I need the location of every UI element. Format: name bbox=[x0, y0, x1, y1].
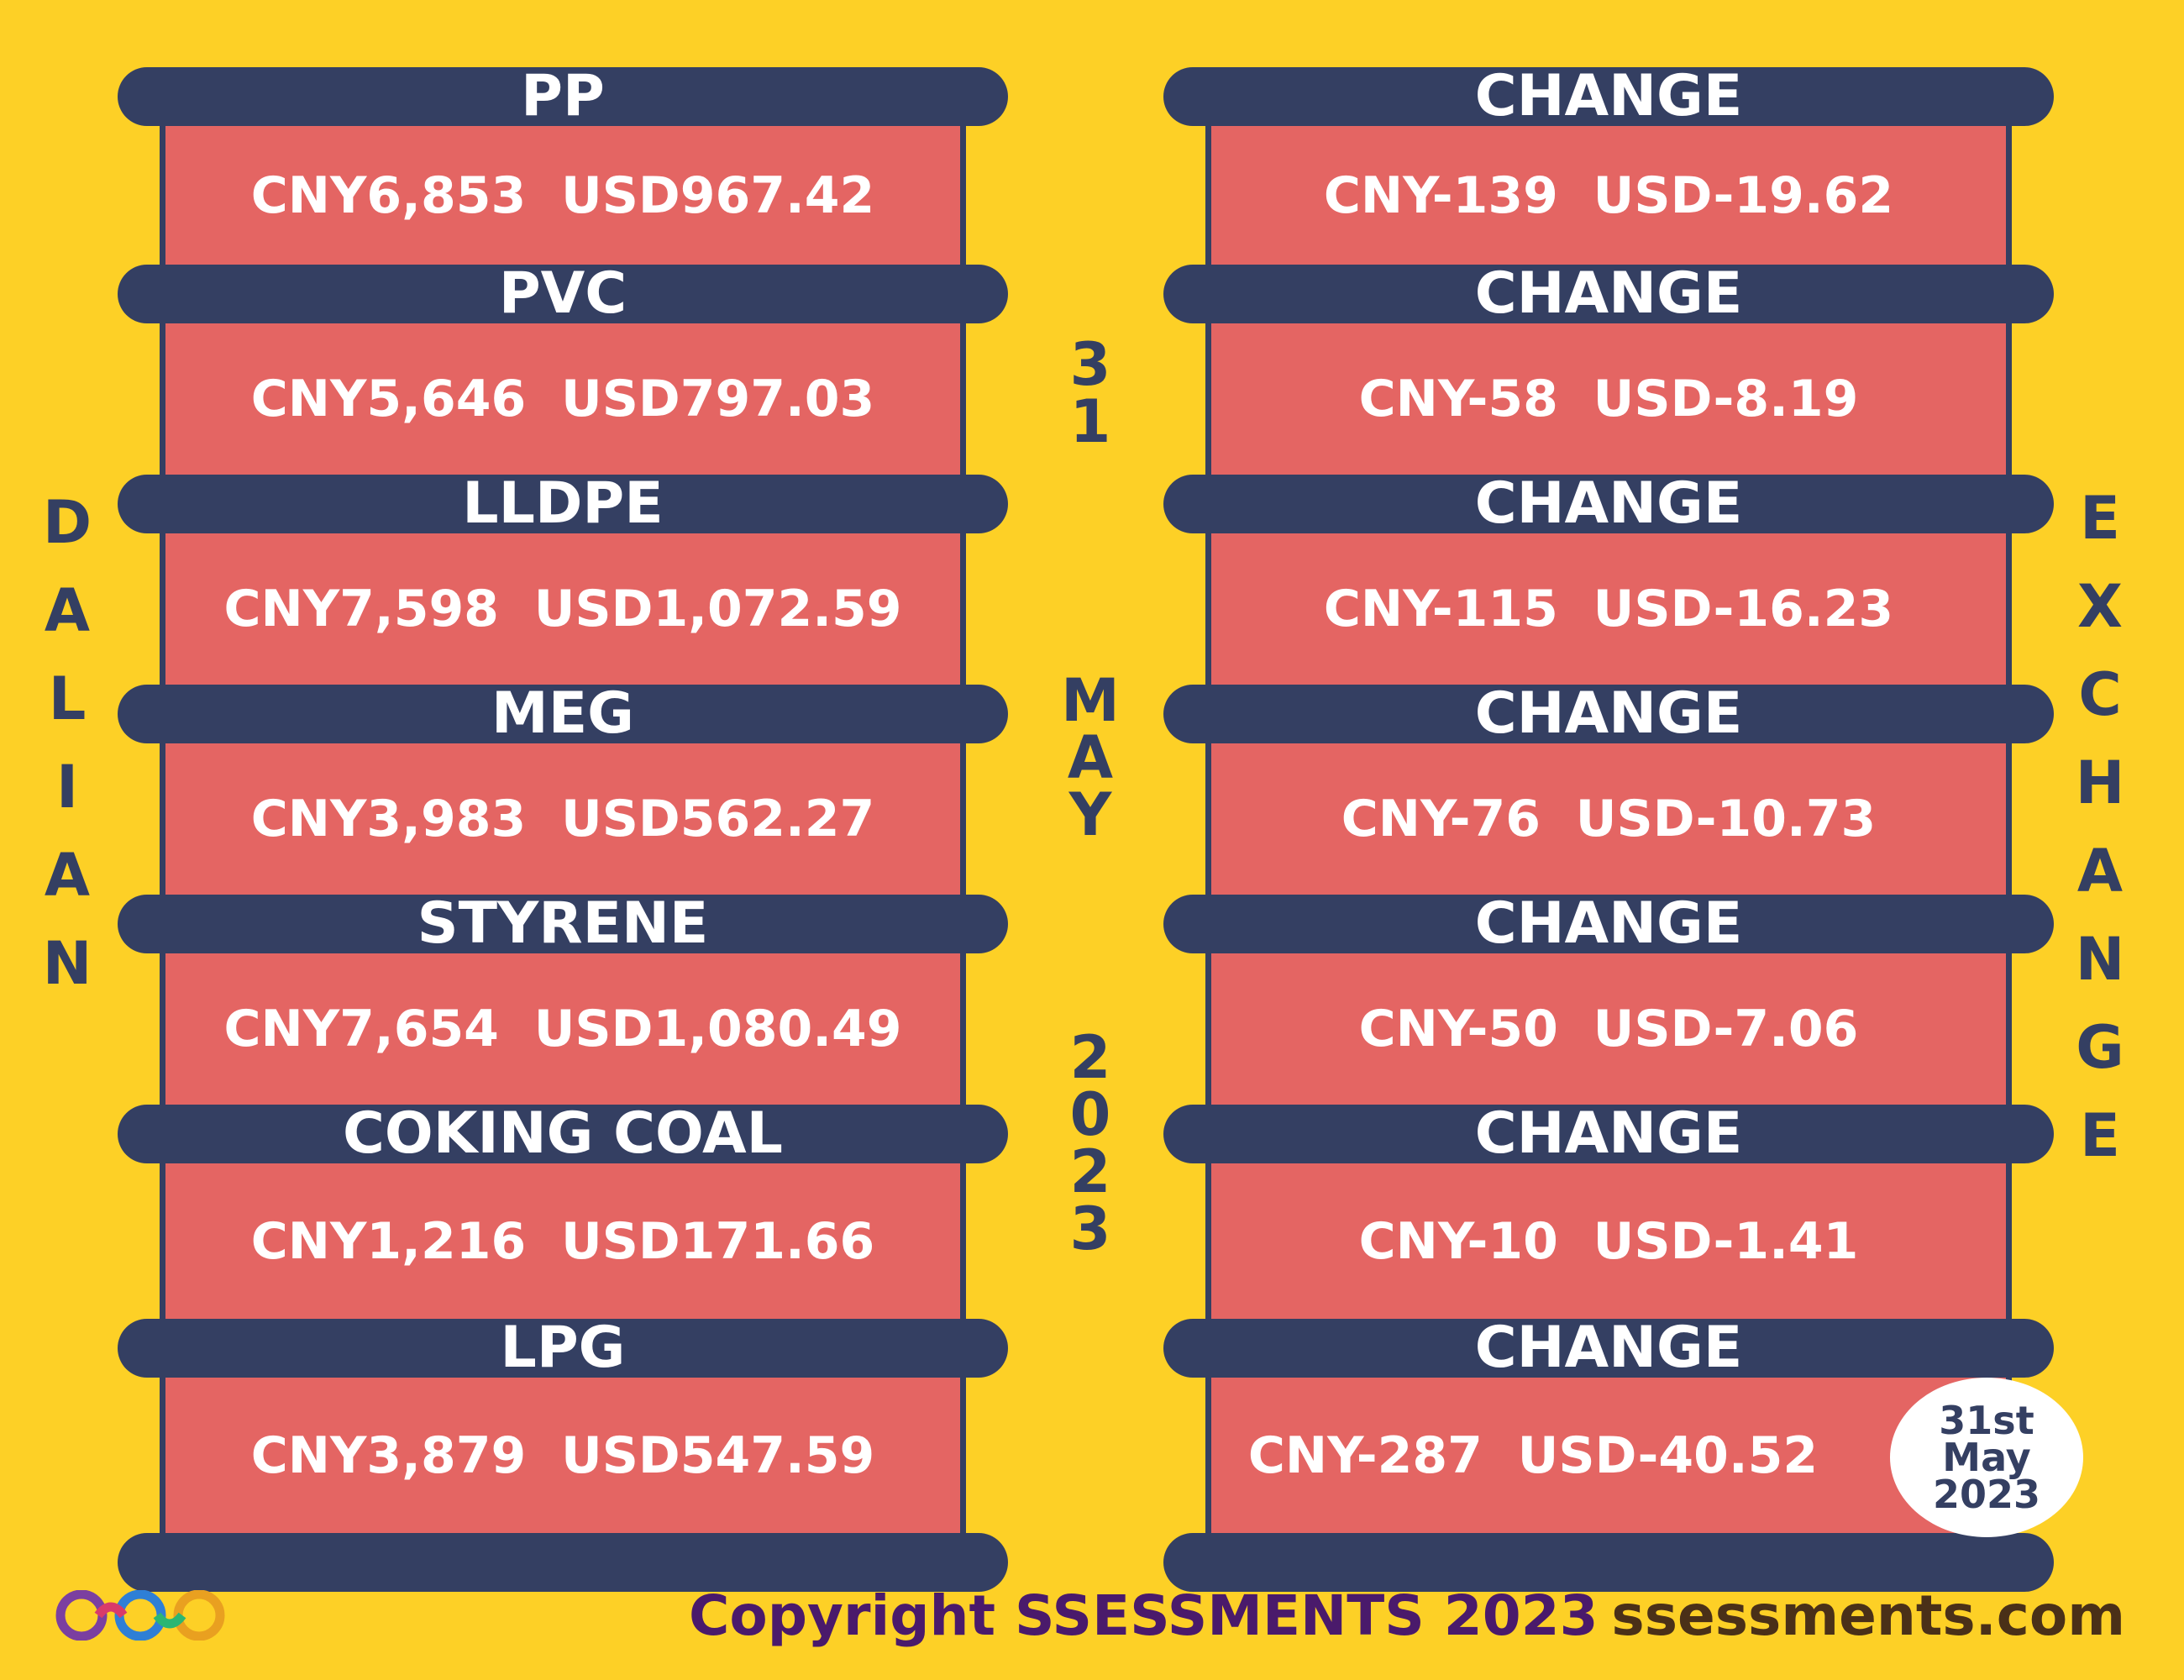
change-cell-styrene: CNY-50 USD-7.06 bbox=[1205, 953, 2012, 1105]
center-date-year: 2 0 2 3 bbox=[1057, 1023, 1124, 1263]
product-header-pp: PP bbox=[118, 67, 1008, 126]
infinity-logo-icon bbox=[52, 1589, 228, 1644]
price-cell-lpg: CNY3,879 USD547.59 bbox=[160, 1378, 966, 1533]
digit: 0 bbox=[1069, 1080, 1111, 1149]
date-badge-day: 31st bbox=[1939, 1398, 2034, 1443]
change-cell-meg: CNY-76 USD-10.73 bbox=[1205, 743, 2012, 895]
product-header-styrene: STYRENE bbox=[118, 895, 1008, 953]
digit: 3 bbox=[1069, 330, 1111, 399]
date-badge-month: May bbox=[1942, 1435, 2031, 1480]
letter: L bbox=[48, 664, 87, 733]
change-cell-lpg: CNY-287 USD-40.52 bbox=[1205, 1378, 2012, 1533]
copyright-text: Copyright SSESSMENTS 2023 bbox=[689, 1583, 1599, 1648]
price-cell-pp: CNY6,853 USD967.42 bbox=[160, 126, 966, 265]
change-header: CHANGE bbox=[1163, 1105, 2054, 1163]
letter: A bbox=[2076, 837, 2124, 906]
letter: C bbox=[2078, 660, 2122, 729]
change-header: CHANGE bbox=[1163, 67, 2054, 126]
letter: I bbox=[55, 753, 79, 822]
letter: E bbox=[2080, 484, 2120, 553]
dalian-vertical-label: D A L I A N bbox=[34, 479, 101, 1008]
letter: A bbox=[44, 576, 91, 645]
digit: 3 bbox=[1069, 1194, 1111, 1263]
letter: N bbox=[2075, 925, 2125, 994]
product-header-coking-coal: COKING COAL bbox=[118, 1105, 1008, 1163]
change-header: CHANGE bbox=[1163, 265, 2054, 323]
product-header-lpg: LPG bbox=[118, 1319, 1008, 1378]
letter: M bbox=[1061, 666, 1120, 735]
change-cell-coking-coal: CNY-10 USD-1.41 bbox=[1205, 1163, 2012, 1319]
website-link[interactable]: ssessments.com bbox=[1611, 1583, 2125, 1648]
digit: 2 bbox=[1069, 1137, 1111, 1206]
letter: H bbox=[2075, 748, 2125, 817]
center-date-day: 3 1 bbox=[1057, 330, 1124, 456]
price-cell-styrene: CNY7,654 USD1,080.49 bbox=[160, 953, 966, 1105]
change-header: CHANGE bbox=[1163, 895, 2054, 953]
bottom-bar bbox=[118, 1533, 1008, 1592]
exchange-vertical-label: E X C H A N G E bbox=[2066, 475, 2134, 1180]
change-cell-lldpe: CNY-115 USD-16.23 bbox=[1205, 533, 2012, 685]
price-cell-meg: CNY3,983 USD562.27 bbox=[160, 743, 966, 895]
digit: 2 bbox=[1069, 1023, 1111, 1092]
change-header: CHANGE bbox=[1163, 475, 2054, 533]
date-badge-year: 2023 bbox=[1932, 1472, 2041, 1517]
product-header-lldpe: LLDPE bbox=[118, 475, 1008, 533]
date-badge: 31st May 2023 bbox=[1890, 1378, 2083, 1537]
change-cell-pvc: CNY-58 USD-8.19 bbox=[1205, 323, 2012, 475]
price-cell-lldpe: CNY7,598 USD1,072.59 bbox=[160, 533, 966, 685]
change-header: CHANGE bbox=[1163, 685, 2054, 743]
letter: Y bbox=[1068, 780, 1112, 849]
letter: N bbox=[42, 929, 92, 998]
change-cell-pp: CNY-139 USD-19.62 bbox=[1205, 126, 2012, 265]
product-header-meg: MEG bbox=[118, 685, 1008, 743]
letter: E bbox=[2080, 1101, 2120, 1170]
letter: A bbox=[44, 841, 91, 910]
letter: X bbox=[2077, 572, 2123, 641]
center-date-month: M A Y bbox=[1057, 666, 1124, 849]
letter: G bbox=[2076, 1013, 2124, 1082]
letter: A bbox=[1067, 723, 1114, 792]
digit: 1 bbox=[1069, 387, 1111, 456]
bottom-bar bbox=[1163, 1533, 2054, 1592]
product-header-pvc: PVC bbox=[118, 265, 1008, 323]
price-cell-pvc: CNY5,646 USD797.03 bbox=[160, 323, 966, 475]
price-cell-coking-coal: CNY1,216 USD171.66 bbox=[160, 1163, 966, 1319]
change-header: CHANGE bbox=[1163, 1319, 2054, 1378]
letter: D bbox=[42, 488, 92, 557]
